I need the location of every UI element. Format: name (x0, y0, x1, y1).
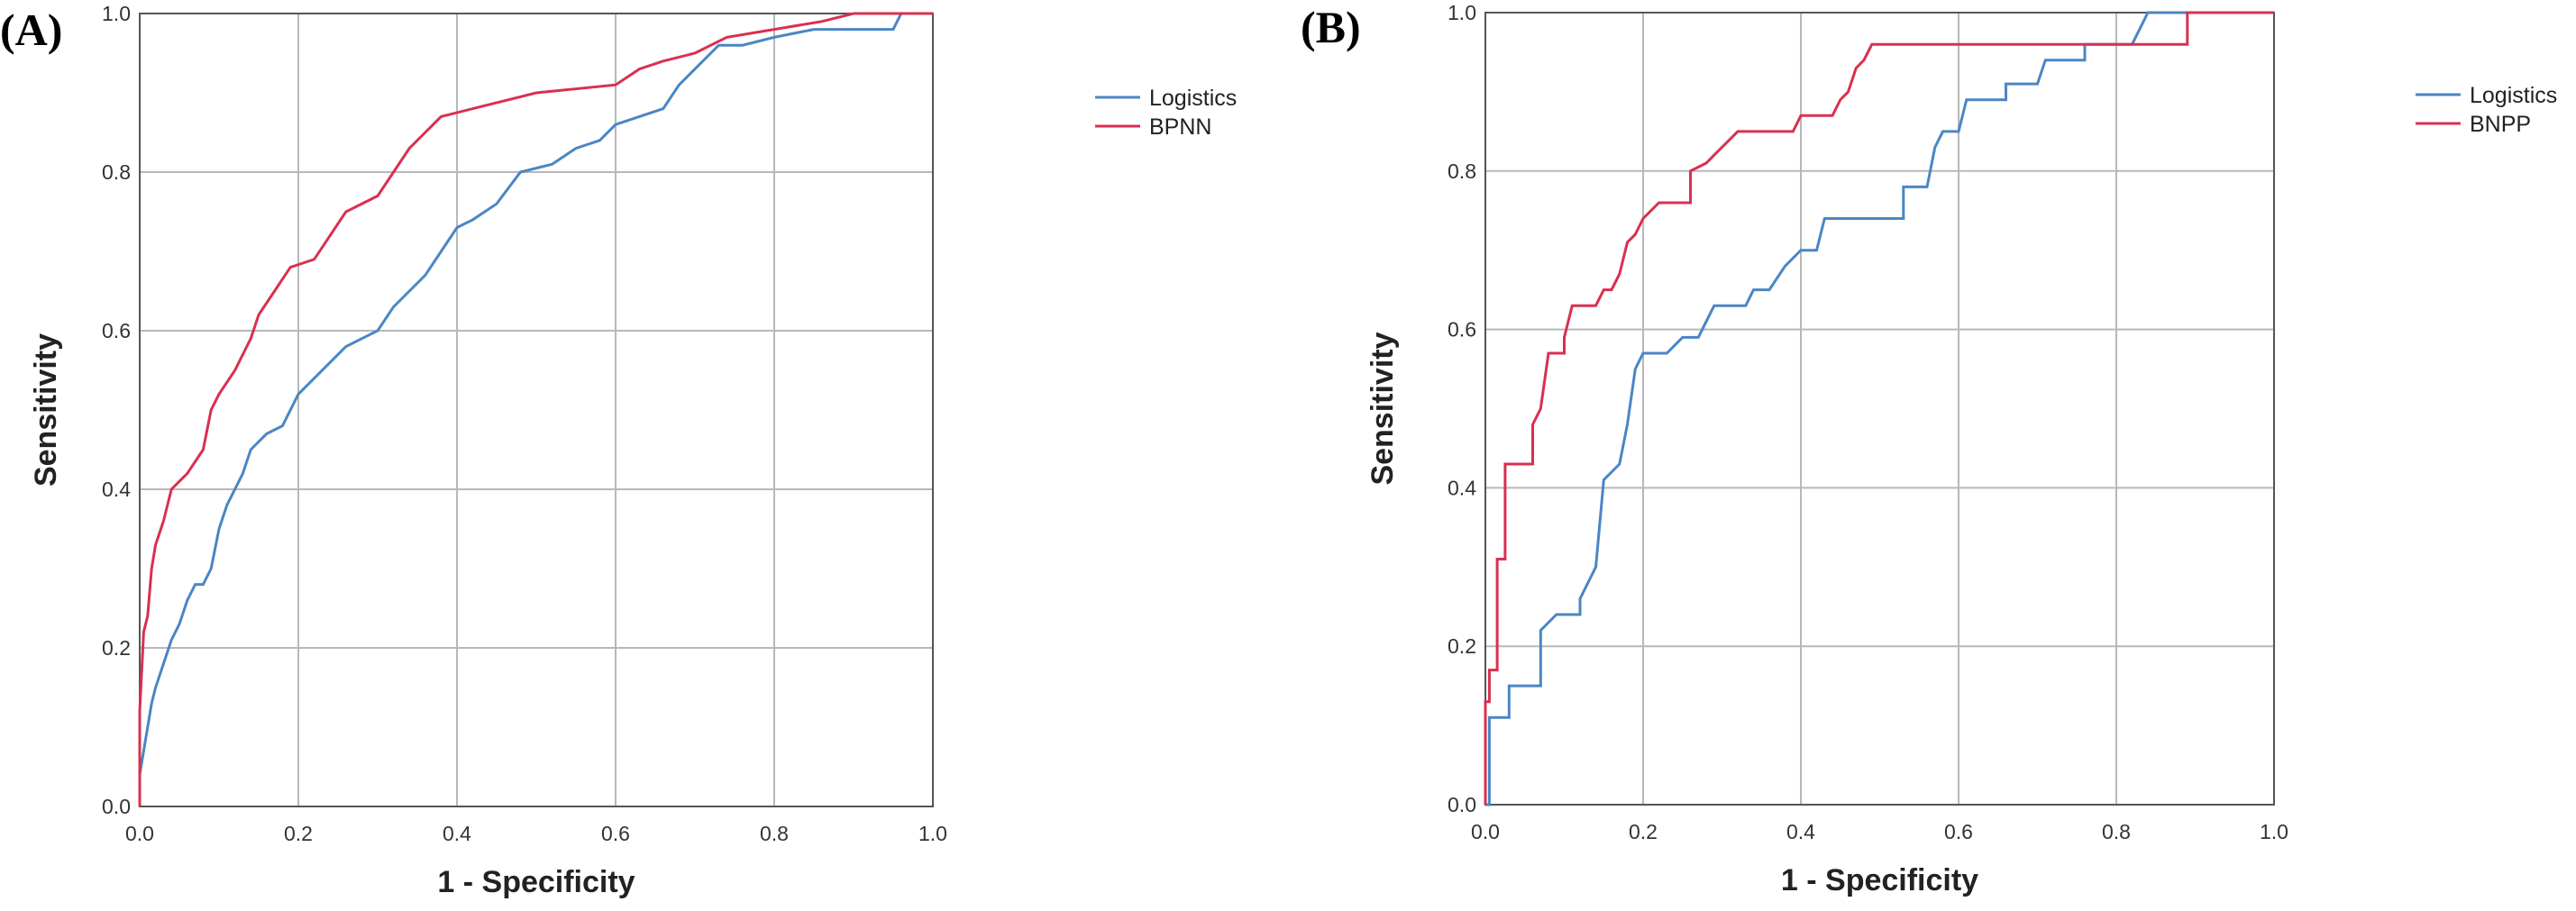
panel-label: (A) (0, 5, 62, 55)
y-tick-label: 0.4 (102, 478, 131, 501)
x-tick-label: 0.2 (1629, 820, 1658, 843)
y-tick-label: 0.2 (102, 636, 131, 660)
x-tick-label: 0.0 (125, 822, 154, 845)
x-axis-title: 1 - Specificity (1781, 863, 1978, 897)
y-tick-label: 0.4 (1448, 476, 1476, 499)
panel-label: (B) (1301, 2, 1361, 52)
x-tick-label: 0.0 (1471, 820, 1500, 843)
y-tick-label: 1.0 (102, 2, 131, 25)
x-tick-label: 0.6 (1944, 820, 1973, 843)
legend-entry-label: BPNN (1149, 114, 1211, 140)
y-tick-label: 1.0 (1448, 1, 1476, 24)
x-tick-label: 1.0 (2260, 820, 2288, 843)
x-axis-title: 1 - Specificity (437, 865, 635, 899)
x-tick-label: 0.8 (2102, 820, 2131, 843)
y-tick-label: 0.2 (1448, 634, 1476, 658)
x-tick-label: 0.4 (1786, 820, 1815, 843)
plot-frame (139, 13, 934, 807)
roc-panel-1: 0.0 0.2 0.4 0.6 0.8 1.0 0.0 0.2 0.4 0.6 0.8 1.0 1 - … (0, 2, 1237, 899)
y-tick-label: 0.6 (1448, 318, 1476, 342)
legend: Logistics BPNN (1095, 86, 1237, 140)
y-tick-label: 0.0 (102, 795, 131, 818)
x-tick-label: 0.4 (443, 822, 471, 845)
series-line-bpnn (138, 12, 933, 806)
plot-frame (1484, 12, 2275, 806)
y-axis-title: Sensitivity (1366, 332, 1400, 485)
x-tick-label: 0.6 (601, 822, 630, 845)
series-line-logistics (1485, 11, 2274, 806)
legend-entry-label: BNPP (2470, 112, 2531, 137)
legend: Logistics BNPP (2416, 83, 2557, 137)
y-axis-title: Sensitivity (29, 333, 63, 487)
series-line-bnpp (1484, 11, 2274, 805)
legend-entry-label: Logistics (2470, 83, 2557, 108)
y-tick-label: 0.8 (1448, 159, 1476, 183)
series-line-logistics (138, 12, 933, 806)
y-tick-label: 0.8 (102, 160, 131, 184)
x-tick-label: 0.2 (284, 822, 313, 845)
y-tick-label: 0.6 (102, 319, 131, 342)
x-tick-label: 0.8 (760, 822, 789, 845)
x-tick-label: 1.0 (918, 822, 947, 845)
y-tick-label: 0.0 (1448, 793, 1476, 816)
legend-entry-label: Logistics (1149, 86, 1237, 111)
roc-panel-2: 0.0 0.2 0.4 0.6 0.8 1.0 0.0 0.2 0.4 0.6 0.8 1.0 1 - … (1301, 1, 2557, 897)
